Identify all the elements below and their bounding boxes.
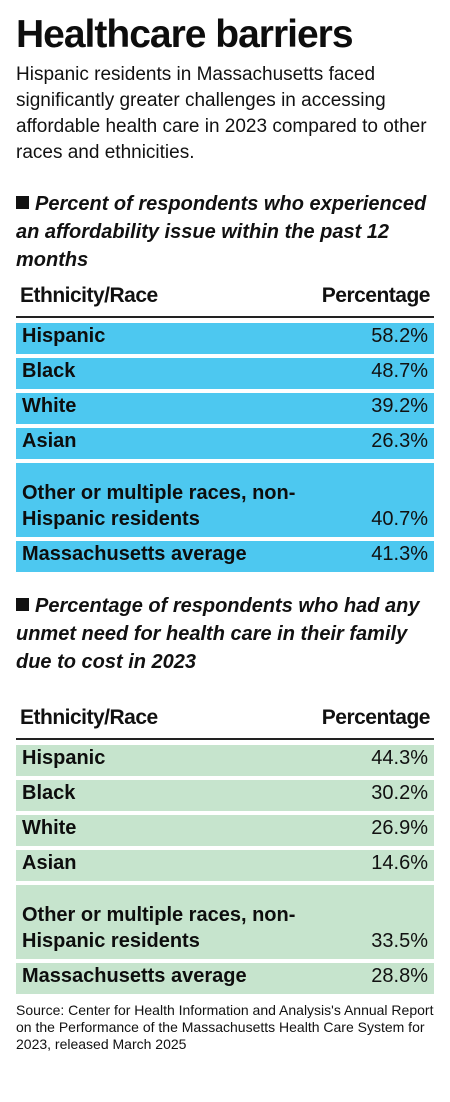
table-1-col-ethnicity: Ethnicity/Race	[20, 284, 158, 307]
row-value: 41.3%	[371, 543, 428, 565]
row-label: Black	[22, 360, 76, 382]
table-2-col-percentage: Percentage	[321, 706, 431, 729]
bullet-square-icon	[16, 196, 29, 209]
row-value: 39.2%	[371, 395, 428, 417]
table-row: Asian 26.3%	[16, 428, 434, 459]
row-value: 26.3%	[371, 430, 428, 452]
table-row: White 26.9%	[16, 815, 434, 846]
row-value: 30.2%	[371, 782, 428, 804]
row-label: Hispanic	[22, 325, 106, 347]
page-subtitle: Hispanic residents in Massachusetts face…	[16, 64, 427, 163]
table-1-title-text: Percent of respondents who experienced a…	[16, 193, 427, 271]
table-2-title-text: Percentage of respondents who had any un…	[16, 595, 420, 673]
table-row: Massachusetts average 41.3%	[16, 541, 434, 572]
table-1-col-percentage: Percentage	[321, 284, 431, 307]
row-label: Asian	[22, 430, 77, 452]
table-1-title: Percent of respondents who experienced a…	[16, 190, 434, 274]
bullet-square-icon	[16, 598, 29, 611]
page-title: Healthcare barriers	[16, 13, 354, 56]
row-label: White	[22, 395, 77, 417]
source-note: Source: Center for Health Information an…	[16, 1002, 434, 1052]
table-2-title: Percentage of respondents who had any un…	[16, 592, 434, 676]
table-row: White 39.2%	[16, 393, 434, 424]
row-value: 44.3%	[371, 747, 428, 769]
table-row: Other or multiple races, non-Hispanic re…	[16, 885, 434, 959]
table-row: Black 30.2%	[16, 780, 434, 811]
row-label: Asian	[22, 852, 77, 874]
row-label: Other or multiple races, non-Hispanic re…	[22, 904, 296, 952]
row-value: 28.8%	[371, 965, 428, 987]
row-label: Other or multiple races, non-Hispanic re…	[22, 482, 296, 530]
table-row: Asian 14.6%	[16, 850, 434, 881]
row-value: 58.2%	[371, 325, 428, 347]
row-label: White	[22, 817, 77, 839]
row-value: 48.7%	[371, 360, 428, 382]
row-label: Massachusetts average	[22, 543, 247, 565]
row-label: Black	[22, 782, 76, 804]
table-row: Black 48.7%	[16, 358, 434, 389]
table-row: Massachusetts average 28.8%	[16, 963, 434, 994]
row-value: 40.7%	[371, 508, 428, 530]
infographic: Healthcare barriers Hispanic residents i…	[16, 13, 434, 1052]
table-2-header: Ethnicity/Race Percentage	[16, 706, 434, 740]
table-row: Hispanic 44.3%	[16, 745, 434, 776]
row-value: 33.5%	[371, 930, 428, 952]
row-label: Massachusetts average	[22, 965, 247, 987]
row-label: Hispanic	[22, 747, 106, 769]
table-1-header: Ethnicity/Race Percentage	[16, 284, 434, 318]
table-1-body: Hispanic 58.2% Black 48.7% White 39.2% A…	[16, 323, 434, 572]
table-row: Other or multiple races, non-Hispanic re…	[16, 463, 434, 537]
row-value: 26.9%	[371, 817, 428, 839]
row-value: 14.6%	[371, 852, 428, 874]
table-row: Hispanic 58.2%	[16, 323, 434, 354]
table-2-body: Hispanic 44.3% Black 30.2% White 26.9% A…	[16, 745, 434, 994]
table-2-col-ethnicity: Ethnicity/Race	[20, 706, 158, 729]
